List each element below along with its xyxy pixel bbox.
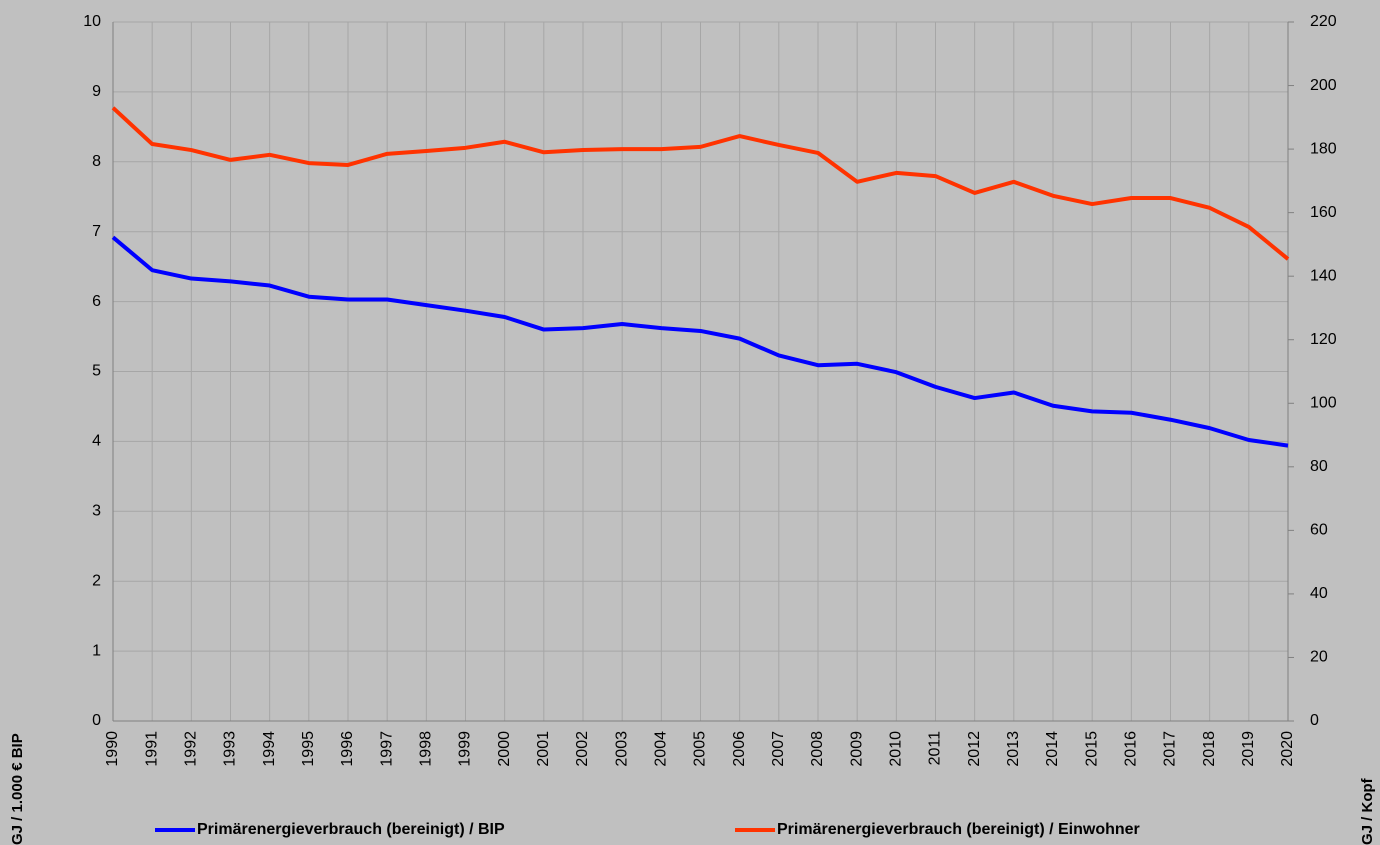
y-axis-label: GJ / 1.000 € BIP [9, 733, 26, 845]
x-tick-label: 2000 [496, 731, 513, 767]
x-tick-label: 1995 [300, 731, 317, 767]
y-tick-label: 10 [83, 13, 101, 30]
x-tick-label: 2007 [770, 731, 787, 767]
x-tick-label: 2009 [848, 731, 865, 767]
x-tick-label: 2011 [927, 731, 944, 766]
y2-tick-label: 0 [1310, 712, 1319, 729]
y-tick-label: 3 [92, 503, 101, 520]
data-line [111, 106, 1290, 261]
x-tick-label: 2019 [1240, 731, 1257, 767]
y2-tick-label: 200 [1310, 77, 1337, 94]
y2-axis-label: GJ / Kopf [1359, 777, 1376, 845]
x-tick-label: 1999 [457, 731, 474, 767]
x-tick-label: 1991 [143, 731, 160, 767]
y2-tick-label: 160 [1310, 204, 1337, 221]
x-tick-label: 2005 [692, 731, 709, 767]
x-tick-label: 2002 [574, 731, 591, 767]
x-tick-label: 2018 [1201, 731, 1218, 767]
x-tick-label: 2001 [535, 731, 552, 767]
x-tick-label: 2006 [731, 731, 748, 767]
x-tick-label: 1998 [418, 731, 435, 767]
y-tick-label: 2 [92, 572, 101, 589]
x-tick-label: 2012 [966, 731, 983, 767]
y-tick-label: 6 [92, 293, 101, 310]
x-tick-label: 2014 [1044, 731, 1061, 767]
x-tick-label: 2015 [1083, 731, 1100, 767]
y2-tick-label: 100 [1310, 394, 1337, 411]
y2-tick-label: 40 [1310, 585, 1328, 602]
x-tick-label: 2017 [1162, 731, 1179, 767]
y2-tick-label: 60 [1310, 522, 1328, 539]
y-tick-label: 9 [92, 83, 101, 100]
x-tick-label: 2016 [1123, 731, 1140, 767]
x-tick-label: 1992 [183, 731, 200, 767]
y-tick-label: 1 [92, 642, 101, 659]
x-tick-label: 2010 [888, 731, 905, 767]
y-tick-label: 4 [92, 433, 101, 450]
y-tick-label: 7 [92, 223, 101, 240]
x-tick-label: 1994 [261, 731, 278, 767]
y-tick-label: 8 [92, 153, 101, 170]
legend-label: Primärenergieverbrauch (bereinigt) / BIP [197, 821, 505, 838]
x-tick-label: 2020 [1279, 731, 1296, 767]
y2-tick-label: 140 [1310, 267, 1337, 284]
x-tick-label: 1990 [104, 731, 121, 767]
y2-tick-label: 20 [1310, 649, 1328, 666]
y-tick-label: 5 [92, 363, 101, 380]
y2-tick-label: 180 [1310, 140, 1337, 157]
x-tick-label: 2003 [613, 731, 630, 767]
x-tick-label: 1997 [378, 731, 395, 767]
x-tick-label: 2008 [809, 731, 826, 767]
y2-tick-label: 120 [1310, 331, 1337, 348]
x-tick-label: 1993 [222, 731, 239, 767]
y-tick-label: 0 [92, 712, 101, 729]
x-tick-label: 1996 [339, 731, 356, 767]
data-line [111, 235, 1289, 448]
x-tick-label: 2004 [653, 731, 670, 767]
y2-tick-label: 80 [1310, 458, 1328, 475]
legend-label: Primärenergieverbrauch (bereinigt) / Ein… [777, 821, 1140, 838]
x-tick-label: 2013 [1005, 731, 1022, 767]
y2-tick-label: 220 [1310, 13, 1337, 30]
